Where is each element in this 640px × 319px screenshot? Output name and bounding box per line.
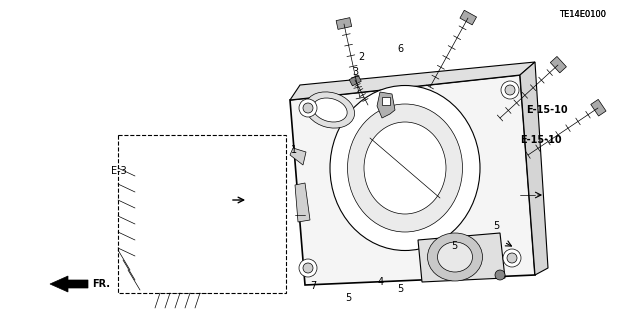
Circle shape bbox=[501, 81, 519, 99]
Polygon shape bbox=[550, 56, 566, 73]
Text: 5: 5 bbox=[451, 241, 458, 251]
Circle shape bbox=[132, 262, 148, 278]
Text: 5: 5 bbox=[493, 221, 499, 232]
Text: 5: 5 bbox=[397, 284, 403, 294]
Circle shape bbox=[503, 249, 521, 267]
Polygon shape bbox=[418, 233, 505, 282]
Ellipse shape bbox=[348, 104, 463, 232]
Ellipse shape bbox=[155, 165, 235, 255]
Polygon shape bbox=[290, 75, 535, 285]
Polygon shape bbox=[290, 148, 306, 165]
Circle shape bbox=[136, 266, 144, 274]
Ellipse shape bbox=[168, 179, 223, 241]
Circle shape bbox=[224, 268, 232, 276]
Text: 2: 2 bbox=[358, 52, 365, 63]
Circle shape bbox=[495, 270, 505, 280]
Polygon shape bbox=[591, 100, 606, 116]
Text: 4: 4 bbox=[378, 277, 384, 287]
Text: E-3: E-3 bbox=[111, 166, 126, 176]
Polygon shape bbox=[130, 148, 248, 285]
Circle shape bbox=[505, 85, 515, 95]
Circle shape bbox=[299, 99, 317, 117]
Text: 7: 7 bbox=[310, 280, 317, 291]
Circle shape bbox=[217, 152, 233, 168]
Ellipse shape bbox=[438, 242, 472, 272]
Ellipse shape bbox=[364, 122, 446, 214]
Text: 1: 1 bbox=[291, 145, 298, 155]
Circle shape bbox=[303, 263, 313, 273]
Text: E-15-10: E-15-10 bbox=[520, 135, 562, 145]
Ellipse shape bbox=[313, 98, 347, 122]
Text: TE14E0100: TE14E0100 bbox=[559, 10, 606, 19]
Circle shape bbox=[136, 161, 144, 169]
Polygon shape bbox=[460, 10, 477, 25]
Polygon shape bbox=[349, 75, 362, 86]
Circle shape bbox=[134, 272, 146, 284]
Polygon shape bbox=[520, 62, 548, 275]
Polygon shape bbox=[295, 183, 310, 222]
Polygon shape bbox=[336, 18, 352, 29]
Text: E-15-10: E-15-10 bbox=[526, 105, 568, 115]
Circle shape bbox=[507, 253, 517, 263]
Ellipse shape bbox=[305, 92, 355, 128]
Polygon shape bbox=[290, 62, 535, 100]
Bar bbox=[382, 97, 390, 105]
Polygon shape bbox=[50, 276, 88, 292]
Text: FR.: FR. bbox=[92, 279, 110, 289]
Circle shape bbox=[303, 103, 313, 113]
Polygon shape bbox=[155, 278, 210, 293]
Circle shape bbox=[299, 259, 317, 277]
Bar bbox=[118, 135, 286, 293]
Text: 5: 5 bbox=[346, 293, 352, 303]
Circle shape bbox=[132, 157, 148, 173]
Polygon shape bbox=[377, 92, 395, 118]
Circle shape bbox=[220, 264, 236, 280]
Ellipse shape bbox=[330, 85, 480, 250]
Text: TE14E0100: TE14E0100 bbox=[559, 10, 606, 19]
Circle shape bbox=[221, 156, 229, 164]
Text: 6: 6 bbox=[397, 44, 403, 55]
Text: 3: 3 bbox=[352, 67, 358, 77]
Ellipse shape bbox=[428, 233, 483, 281]
